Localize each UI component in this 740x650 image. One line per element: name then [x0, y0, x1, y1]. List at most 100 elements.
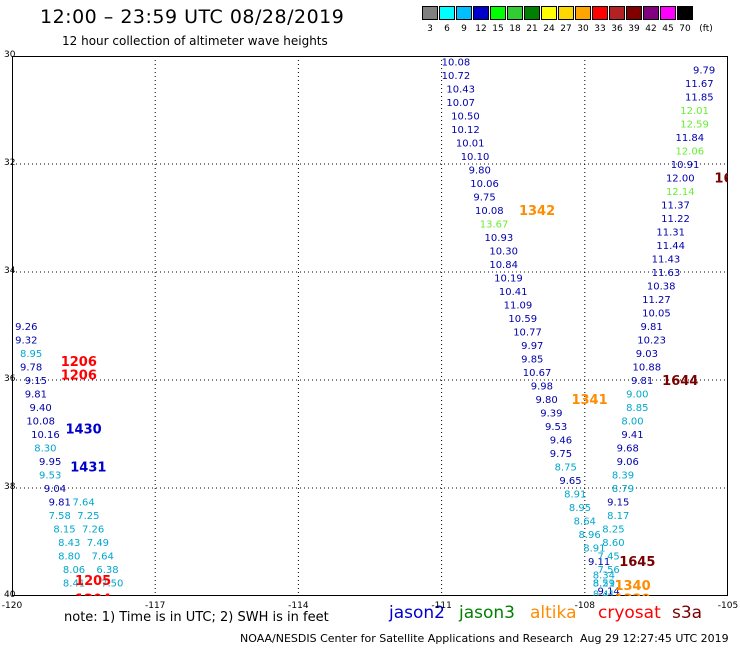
scale-label: 45	[662, 24, 674, 34]
wave-height-point: 11.44	[656, 241, 685, 252]
scale-label: 15	[492, 24, 504, 34]
scale-label: 39	[628, 24, 640, 34]
pass-time-label: 1206	[61, 355, 97, 370]
scale-swatch	[643, 6, 659, 20]
scale-swatch	[456, 6, 472, 20]
wave-height-point: 10.72	[442, 71, 471, 82]
scale-swatch	[473, 6, 489, 20]
wave-height-point: 9.40	[30, 403, 52, 414]
plot-area: 10.08 10.72 10.43 10.07 10.50 10.12 10.01 10.10…	[12, 56, 740, 608]
scale-label: 21	[526, 24, 538, 34]
wave-height-point: 10.05	[642, 309, 671, 320]
wave-height-point: 10.91	[671, 160, 700, 171]
wave-height-point: 9.65	[559, 476, 581, 487]
scale-swatch	[609, 6, 625, 20]
wave-height-point: 6.38	[96, 565, 118, 576]
wave-height-point: 8.41	[593, 589, 615, 596]
y-tick-label: 32	[4, 158, 16, 168]
wave-height-point: 10.77	[513, 327, 542, 338]
pass-time-label: 1342	[519, 204, 555, 219]
wave-height-point: 8.06	[63, 565, 85, 576]
pass-time-label: 1644	[662, 374, 698, 389]
wave-height-point: 9.15	[25, 376, 47, 387]
wave-height-point: 9.78	[20, 363, 42, 374]
wave-height-point: 7.64	[92, 552, 114, 563]
wave-height-point: 9.79	[693, 66, 715, 77]
wave-height-point: 9.46	[550, 435, 572, 446]
wave-height-point: 9.75	[473, 192, 495, 203]
x-tick-label: -117	[144, 601, 166, 611]
pass-time-label: 1339	[614, 593, 650, 596]
legend-jason2: jason2	[389, 603, 445, 623]
y-tick-label: 40	[4, 590, 16, 600]
wave-height-point: 9.81	[631, 376, 653, 387]
wave-height-point: 10.67	[523, 368, 552, 379]
scale-unit: (ft)	[699, 24, 713, 34]
scale-swatch	[439, 6, 455, 20]
wave-height-point: 7.58	[49, 511, 71, 522]
x-tick-label: -108	[574, 601, 596, 611]
wave-height-point: 7.56	[598, 565, 620, 576]
wave-height-point: 9.68	[617, 444, 639, 455]
wave-height-point: 11.22	[661, 214, 690, 225]
wave-height-point: 10.19	[494, 273, 523, 284]
wave-height-point: 8.15	[53, 525, 75, 536]
wave-height-point: 7.45	[598, 552, 620, 563]
wave-height-point: 8.96	[578, 530, 600, 541]
credit-line: NOAA/NESDIS Center for Satellite Applica…	[240, 632, 574, 645]
wave-height-point: 8.25	[602, 525, 624, 536]
wave-height-point: 9.75	[550, 449, 572, 460]
wave-height-point: 9.53	[545, 422, 567, 433]
wave-height-point: 8.91	[564, 489, 586, 500]
wave-height-point: 10.88	[633, 363, 662, 374]
x-tick-label: -120	[1, 601, 23, 611]
wave-height-point: 7.49	[87, 538, 109, 549]
wave-height-point: 10.38	[647, 282, 676, 293]
legend-jason3: jason3	[459, 603, 515, 623]
wave-height-point: 8.91	[583, 543, 605, 554]
scale-swatch	[507, 6, 523, 20]
wave-height-point: 10.08	[442, 57, 471, 68]
scale-label: 3	[427, 24, 433, 34]
wave-height-point: 8.85	[626, 403, 648, 414]
wave-height-point: 9.53	[39, 471, 61, 482]
plot-frame	[12, 56, 728, 596]
wave-height-point: 8.59	[593, 579, 615, 590]
pass-time-label: 1206	[61, 369, 97, 384]
scale-swatch	[524, 6, 540, 20]
wave-height-point: 8.80	[58, 552, 80, 563]
y-tick-label: 36	[4, 374, 16, 384]
pass-time-label: 1431	[70, 460, 106, 475]
wave-height-scatter: 10.08 10.72 10.43 10.07 10.50 10.12 10.01 10.10…	[12, 56, 740, 608]
wave-height-point: 10.12	[451, 125, 480, 136]
wave-height-point: 10.23	[637, 336, 666, 347]
wave-height-point: 9.98	[531, 381, 553, 392]
wave-height-point: 11.27	[642, 295, 671, 306]
scale-label: 12	[475, 24, 487, 34]
wave-height-point: 9.97	[521, 341, 543, 352]
wave-height-point: 9.85	[521, 354, 543, 365]
scale-swatch	[541, 6, 557, 20]
wave-height-point: 11.67	[685, 79, 714, 90]
scale-label: 36	[611, 24, 623, 34]
wave-height-point: 12.06	[675, 147, 704, 158]
legend-s3a: s3a	[672, 603, 703, 623]
wave-height-point: 10.16	[31, 430, 60, 441]
wave-height-point: 8.39	[612, 471, 634, 482]
scale-swatch	[592, 6, 608, 20]
wave-height-point: 10.59	[508, 314, 537, 325]
pass-time-label: 1205	[75, 574, 111, 589]
chart-title: 12:00 – 23:59 UTC 08/28/2019	[40, 6, 345, 28]
wave-height-point: 10.43	[446, 84, 475, 95]
wave-height-point: 10.01	[456, 138, 485, 149]
wave-height-point: 9.26	[15, 322, 37, 333]
wave-height-point: 10.06	[470, 179, 499, 190]
chart-subtitle: 12 hour collection of altimeter wave hei…	[62, 34, 328, 48]
scale-swatch	[490, 6, 506, 20]
x-tick-label: -111	[431, 601, 452, 611]
wave-height-point: 10.41	[499, 287, 528, 298]
wave-height-point: 11.43	[652, 255, 681, 266]
scale-label: 33	[594, 24, 606, 34]
wave-height-point: 8.41	[63, 579, 85, 590]
